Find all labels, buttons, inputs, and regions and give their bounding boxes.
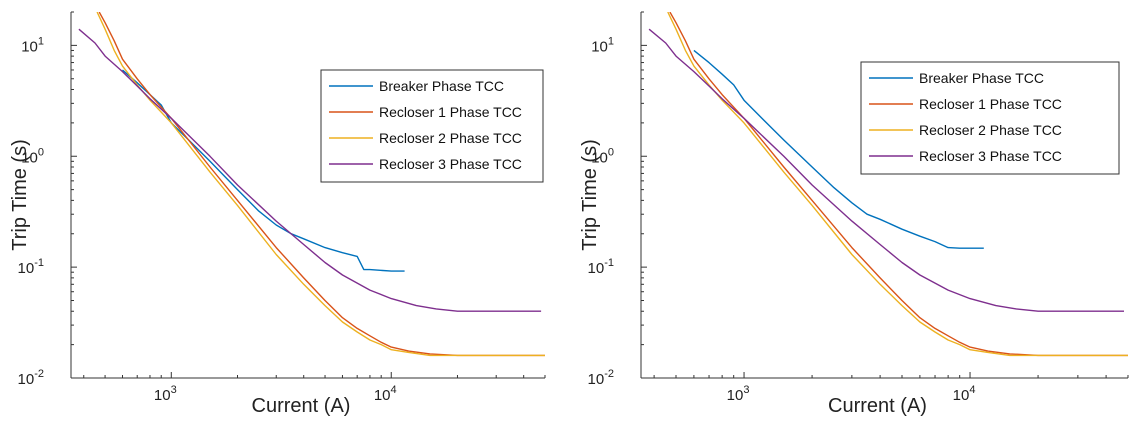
y-axis-label: Trip Time (s) bbox=[579, 139, 601, 250]
legend-entry: Recloser 1 Phase TCC bbox=[379, 104, 522, 120]
plot-area bbox=[648, 12, 1128, 357]
legend-entry: Recloser 2 Phase TCC bbox=[379, 130, 522, 146]
series-line bbox=[648, 28, 1124, 312]
series-line bbox=[78, 28, 542, 312]
legend-entry: Breaker Phase TCC bbox=[919, 70, 1044, 86]
axes bbox=[70, 12, 545, 379]
chart-right: 101 100 10-1 10-2 103 104 Trip Time (s) Current… bbox=[570, 0, 1143, 431]
y-tick-label: 10-1 bbox=[588, 257, 614, 277]
legend-entry: Recloser 1 Phase TCC bbox=[919, 96, 1062, 112]
chart-left: 101 100 10-1 10-2 103 104 Trip Time (s) Current… bbox=[0, 0, 565, 431]
minor-ticks bbox=[641, 11, 1129, 379]
x-axis-label: Current (A) bbox=[252, 395, 351, 417]
legend-entry: Recloser 2 Phase TCC bbox=[919, 122, 1062, 138]
y-tick-label: 101 bbox=[591, 35, 614, 55]
legend-entry: Breaker Phase TCC bbox=[379, 78, 504, 94]
x-tick-label: 104 bbox=[374, 384, 397, 404]
plot-area bbox=[78, 12, 545, 357]
x-tick-label: 103 bbox=[727, 384, 750, 404]
y-tick-label: 10-2 bbox=[18, 368, 44, 388]
series-line bbox=[667, 12, 1128, 357]
x-tick-label: 104 bbox=[953, 384, 976, 404]
x-tick-label: 103 bbox=[154, 384, 177, 404]
series-line bbox=[693, 49, 984, 249]
y-tick-label: 101 bbox=[21, 35, 44, 55]
series-line bbox=[122, 69, 405, 272]
legend-entry: Recloser 3 Phase TCC bbox=[919, 148, 1062, 164]
legend: Breaker Phase TCC Recloser 1 Phase TCC Rec… bbox=[320, 69, 544, 183]
legend: Breaker Phase TCC Recloser 1 Phase TCC Rec… bbox=[860, 61, 1120, 175]
series-line bbox=[669, 12, 1128, 357]
y-tick-label: 10-2 bbox=[588, 368, 614, 388]
y-axis-label: Trip Time (s) bbox=[9, 139, 31, 250]
x-axis-label: Current (A) bbox=[828, 395, 927, 417]
minor-ticks bbox=[71, 11, 546, 379]
legend-entry: Recloser 3 Phase TCC bbox=[379, 156, 522, 172]
y-tick-label: 10-1 bbox=[18, 257, 44, 277]
series-line bbox=[98, 12, 545, 357]
series-line bbox=[96, 12, 545, 357]
